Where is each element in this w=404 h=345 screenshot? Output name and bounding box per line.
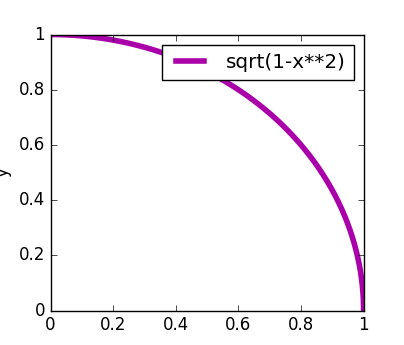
sqrt(1-x**2): [80, 34, 85, 38]
Legend: sqrt(1-x**2): sqrt(1-x**2): [162, 45, 354, 79]
sqrt(1-x**2): [263, 108, 268, 112]
sqrt(1-x**2): [186, 61, 191, 65]
Line: sqrt(1-x**2): sqrt(1-x**2): [50, 34, 364, 310]
sqrt(1-x**2): [292, 136, 297, 140]
sqrt(1-x**2): [48, 32, 53, 37]
Y-axis label: y: y: [0, 168, 12, 177]
X-axis label: x: x: [202, 341, 212, 345]
sqrt(1-x**2): [298, 142, 303, 146]
sqrt(1-x**2): [361, 308, 366, 313]
sqrt(1-x**2): [175, 56, 179, 60]
